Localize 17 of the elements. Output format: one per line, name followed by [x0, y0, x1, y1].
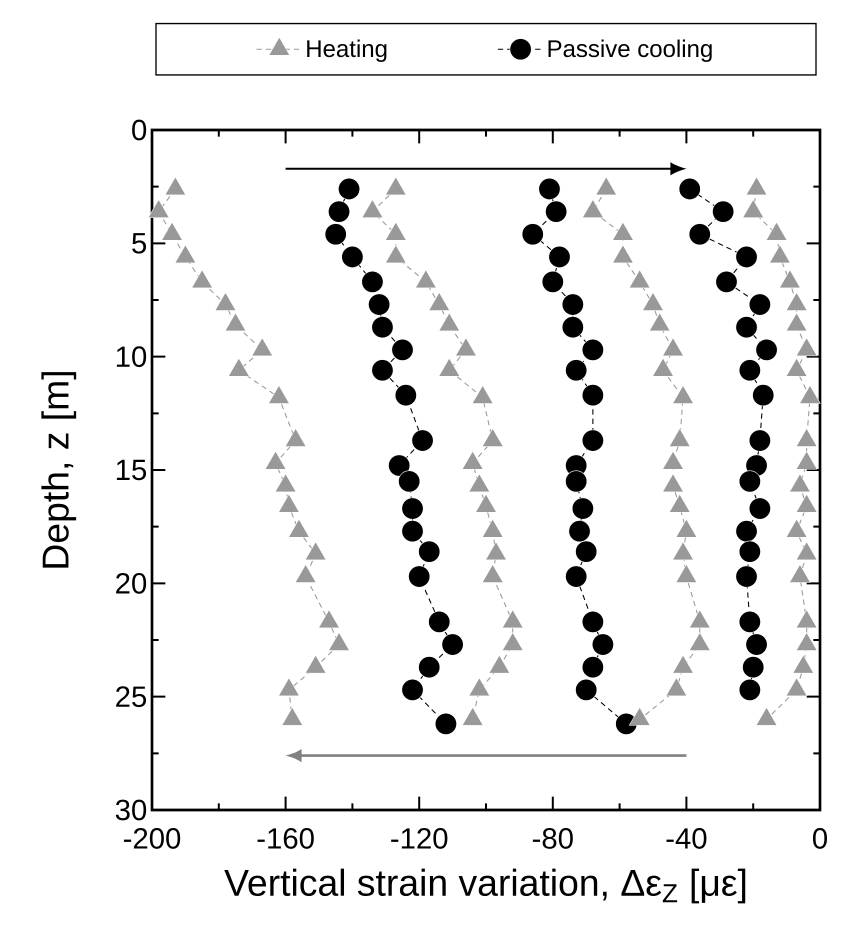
y-tick-label: 10 [116, 346, 146, 368]
x-tick-label: -40 [666, 828, 706, 849]
y-tick-label: 25 [116, 686, 146, 708]
x-tick-label: -120 [391, 828, 448, 849]
y-tick-label: 0 [132, 120, 146, 140]
x-tick-label: -200 [124, 828, 180, 849]
y-tick-label: 30 [116, 800, 146, 820]
y-tick-label: 5 [132, 233, 146, 254]
y-axis-title: Depth, z [m] [41, 372, 76, 568]
x-axis-title: Vertical strain variation, Δε$_{Z}$ [με] [224, 868, 746, 904]
y-tick-label: 20 [116, 572, 146, 594]
legend-label: Passive cooling [548, 40, 712, 62]
y-tick-label: 15 [116, 460, 146, 480]
legend-label: Heating [307, 40, 386, 62]
x-tick-label: -160 [258, 828, 314, 849]
x-tick-label: -80 [532, 828, 573, 849]
x-tick-label: 0 [812, 828, 827, 849]
